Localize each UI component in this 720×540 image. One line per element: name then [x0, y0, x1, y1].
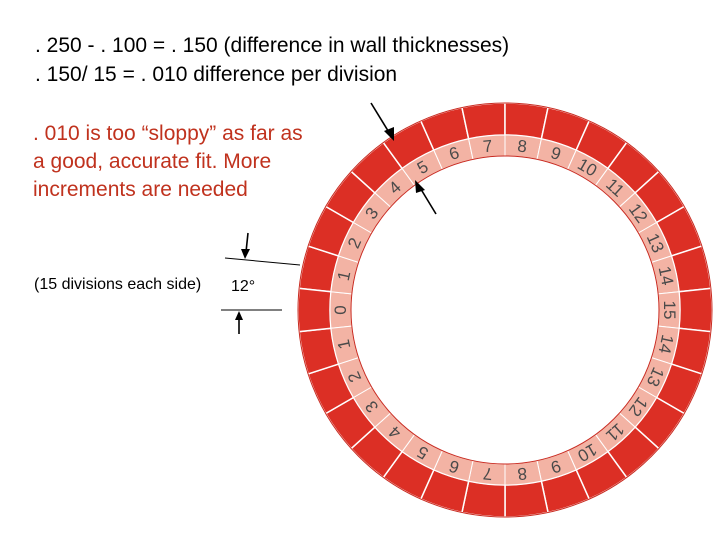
ring-edge	[350, 155, 660, 465]
pointer-arrow-top-outer	[370, 102, 391, 135]
angle-arrow-top	[245, 232, 249, 253]
note-line-2: a good, accurate fit. More	[33, 150, 272, 173]
scale-number: 15	[660, 301, 679, 320]
outer-ring-segment	[678, 287, 713, 333]
note-line-3: increments are needed	[33, 178, 248, 201]
ring-edge	[297, 102, 713, 518]
scale-number: 14	[655, 333, 678, 355]
outer-ring-segment	[461, 102, 506, 140]
arrowhead-top-inner	[415, 180, 425, 193]
scale-number: 1	[334, 269, 355, 282]
angle-arrowhead-bottom	[235, 311, 243, 320]
scale-number: 8	[516, 136, 527, 156]
scale-number: 0	[331, 305, 350, 314]
angle-arrowhead-top	[241, 249, 250, 259]
divisions-label: (15 divisions each side)	[34, 276, 202, 293]
arrowhead-top-outer	[384, 127, 394, 141]
outer-ring-segment	[504, 102, 549, 140]
outer-red-ring	[297, 102, 713, 518]
scale-number: 7	[482, 464, 493, 484]
equation-line-2: . 150/ 15 = . 010 difference per divisio…	[35, 63, 398, 86]
scale-number: 1	[334, 338, 355, 351]
angle-label: 12°	[231, 278, 256, 295]
equation-line-1: . 250 - . 100 = . 150 (difference in wal…	[35, 34, 510, 57]
inner-scale-ring	[297, 102, 713, 518]
angle-reference-line-top	[224, 257, 301, 266]
note-line-1: . 010 is too “sloppy” as far as	[33, 122, 303, 145]
scale-number: 8	[516, 464, 527, 484]
scale-number: 7	[482, 136, 493, 156]
thickness-pointer-arrows	[221, 102, 437, 334]
outer-ring-segment	[461, 480, 506, 518]
scale-number: 14	[655, 265, 678, 287]
outer-ring-segment	[297, 287, 332, 333]
outer-ring-segment	[504, 480, 549, 518]
accuracy-note: . 010 is too “sloppy” as far as a good, …	[33, 120, 353, 204]
